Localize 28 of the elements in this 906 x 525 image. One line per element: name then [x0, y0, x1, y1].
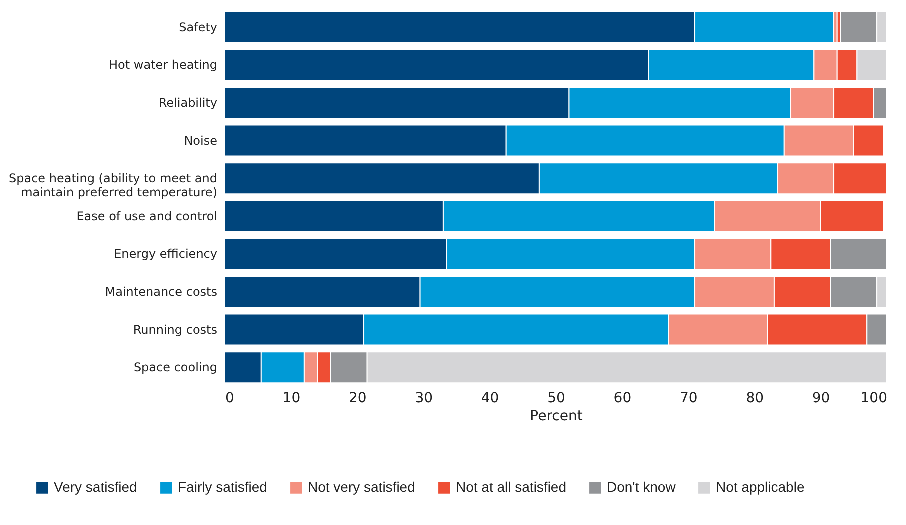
- x-tick-label: 0: [226, 390, 234, 406]
- x-tick-label: 50: [548, 390, 566, 406]
- x-axis-title: Percent: [530, 408, 584, 424]
- legend-label: Don't know: [607, 478, 677, 495]
- y-tick-label: Safety: [179, 20, 218, 34]
- legend-label: Not applicable: [716, 478, 805, 495]
- x-tick-label: 60: [614, 390, 632, 406]
- x-tick-label: 30: [415, 390, 434, 406]
- legend-label: Not at all satisfied: [456, 478, 566, 495]
- y-tick-label: Noise: [184, 134, 218, 148]
- x-tick-label: 90: [812, 390, 830, 406]
- y-tick-label: Energy efficiency: [114, 247, 218, 262]
- x-tick-label: 20: [348, 390, 367, 406]
- x-tick-label: 100: [860, 390, 888, 406]
- x-tick-label: 40: [481, 390, 500, 406]
- y-tick-label: Maintenance costs: [105, 285, 218, 300]
- legend-label: Very satisfied: [54, 478, 138, 495]
- y-tick-label: Space heating (ability to meet and maintain preferred temperature): [9, 172, 218, 200]
- y-tick-label: Space cooling: [134, 360, 218, 375]
- legend-label: Fairly satisfied: [178, 478, 268, 495]
- y-tick-label: Hot water heating: [109, 58, 218, 72]
- legend-label: Not very satisfied: [308, 478, 416, 495]
- y-tick-label: Running costs: [133, 322, 218, 337]
- x-tick-label: 80: [746, 390, 764, 406]
- y-tick-label: Reliability: [158, 96, 218, 110]
- x-tick-label: 10: [282, 390, 301, 406]
- x-tick-label: 70: [680, 390, 698, 406]
- y-tick-label: Ease of use and control: [76, 209, 218, 224]
